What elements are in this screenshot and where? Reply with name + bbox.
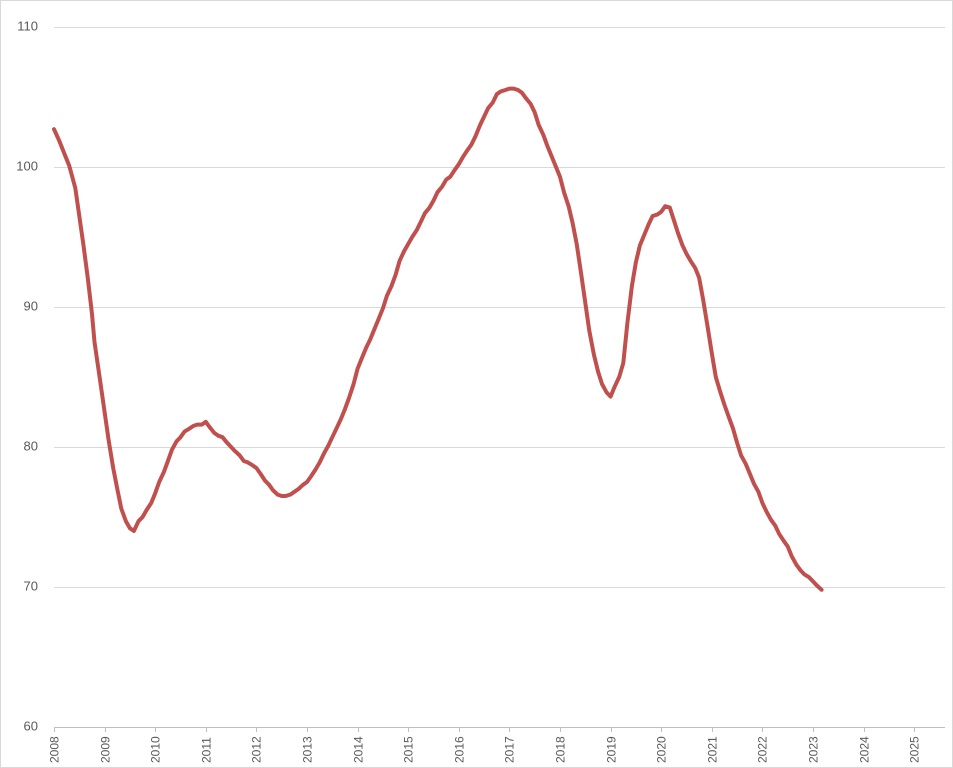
x-tick-label-2009: 2009 <box>99 736 113 763</box>
x-tick-label-2025: 2025 <box>908 736 922 763</box>
x-tick-label-2008: 2008 <box>48 736 62 763</box>
x-tick-label-2020: 2020 <box>655 736 669 763</box>
x-tick-label-2012: 2012 <box>250 736 264 763</box>
x-tick-label-2013: 2013 <box>301 736 315 763</box>
x-tick-label-2021: 2021 <box>706 736 720 763</box>
y-tick-label-80: 80 <box>24 438 38 453</box>
x-tick-label-2018: 2018 <box>554 736 568 763</box>
y-tick-label-100: 100 <box>16 158 38 173</box>
x-tick-label-2017: 2017 <box>503 736 517 763</box>
gridlines <box>54 27 945 588</box>
x-tick-label-2010: 2010 <box>149 736 163 763</box>
y-tick-label-60: 60 <box>24 718 38 733</box>
x-axis <box>54 727 945 732</box>
y-axis-labels: 60 70 80 90 100 110 <box>16 18 38 733</box>
x-tick-label-2014: 2014 <box>352 736 366 763</box>
y-tick-label-90: 90 <box>24 298 38 313</box>
x-tick-label-2015: 2015 <box>402 736 416 763</box>
series-line-0 <box>52 86 824 592</box>
x-tick-label-2023: 2023 <box>807 736 821 763</box>
y-tick-label-110: 110 <box>17 18 38 33</box>
series-layer <box>52 86 824 592</box>
x-tick-label-2024: 2024 <box>858 736 872 763</box>
y-tick-label-70: 70 <box>24 578 38 593</box>
x-axis-labels: 2008 2009 2010 2011 2012 2013 2014 2015 2016 2017… <box>48 736 922 763</box>
x-tick-label-2019: 2019 <box>605 736 619 763</box>
x-tick-label-2011: 2011 <box>200 737 214 763</box>
x-tick-label-2022: 2022 <box>756 736 770 763</box>
x-tick-label-2016: 2016 <box>453 736 467 763</box>
